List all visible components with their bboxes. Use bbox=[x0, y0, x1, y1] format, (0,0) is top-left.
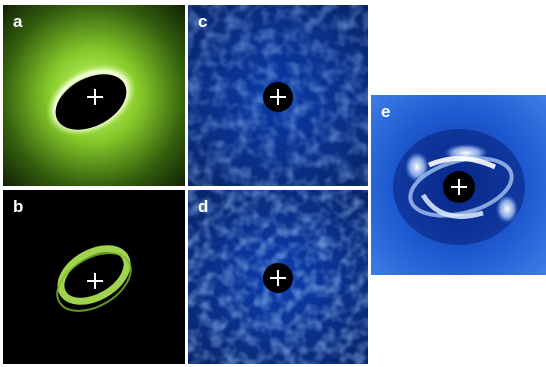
panel-label: a bbox=[13, 12, 23, 31]
panel-e: e bbox=[371, 95, 546, 275]
crosshair-icon bbox=[270, 270, 286, 286]
panel-label: d bbox=[198, 197, 209, 216]
panel-b: b bbox=[3, 190, 185, 364]
panel-c-image bbox=[188, 5, 368, 186]
crosshair-icon bbox=[451, 179, 467, 195]
panel-a: a bbox=[3, 5, 185, 186]
panel-d: d bbox=[188, 190, 368, 364]
panel-label: e bbox=[381, 102, 391, 121]
panel-b-image bbox=[3, 190, 185, 364]
crosshair-icon bbox=[87, 273, 103, 289]
panel-a-image bbox=[3, 5, 185, 186]
panel-d-image bbox=[188, 190, 368, 364]
crosshair-icon bbox=[270, 89, 286, 105]
panel-e-image bbox=[371, 95, 546, 275]
crosshair-icon bbox=[87, 89, 103, 105]
panel-c: c bbox=[188, 5, 368, 186]
panel-label: b bbox=[13, 197, 24, 216]
panel-label: c bbox=[198, 12, 208, 31]
